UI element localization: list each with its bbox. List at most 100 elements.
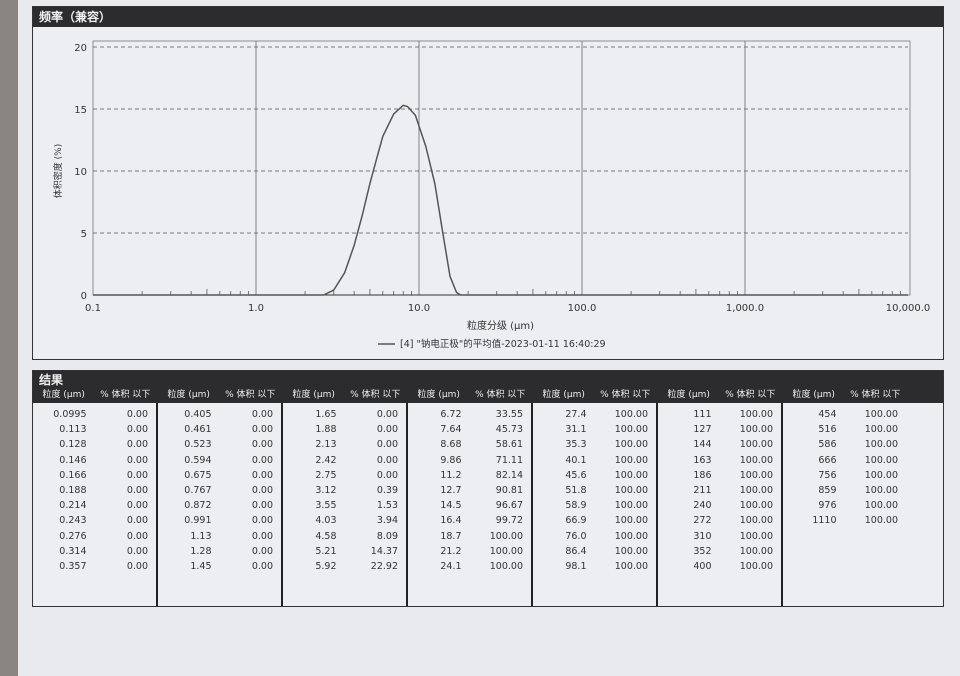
percent-cell: 100.00 [489,560,523,572]
table-row: 3.12 0.39 [283,483,406,498]
size-cell: 76.0 [565,530,587,542]
size-cell: 163 [693,454,712,466]
size-cell: 27.4 [565,409,587,420]
table-row: 186 100.00 [658,468,781,483]
percent-cell: 0.00 [126,545,148,557]
table-row: 454 100.00 [783,407,906,422]
size-cell: 5.21 [315,545,337,557]
table-row: 976 100.00 [783,498,906,513]
size-cell: 516 [818,424,837,436]
percent-cell: 96.67 [495,500,523,512]
results-column: 粒度 (μm)% 体积 以下 0.0995 0.00 0.113 0.00 0.128 0.… [33,389,158,606]
size-cell: 4.03 [315,515,337,527]
percent-cell: 100.00 [614,545,648,557]
column-header: 粒度 (μm) % 体积 以下 [408,389,531,402]
percent-cell: 100.00 [739,454,773,466]
size-cell: 0.146 [59,454,87,466]
percent-cell: 0.00 [376,424,398,436]
table-row: 666 100.00 [783,453,906,468]
table-row: 0.276 0.00 [33,529,156,544]
table-row: 14.5 96.67 [408,498,531,513]
percent-cell: 100.00 [614,409,648,420]
chart-section-title: 频率（兼容） [33,7,943,27]
header-size: 粒度 (μm) [667,390,710,400]
table-row: 45.6 100.00 [533,468,656,483]
percent-cell: 0.00 [251,424,273,436]
percent-cell: 0.00 [251,469,273,481]
table-row: 86.4 100.00 [533,544,656,559]
header-percent: % 体积 以下 [850,390,901,400]
size-cell: 310 [693,530,712,542]
percent-cell: 100.00 [864,500,898,512]
percent-cell: 0.00 [126,454,148,466]
y-tick-label: 5 [81,229,87,240]
size-cell: 0.276 [59,530,87,542]
table-row: 1.13 0.00 [158,529,281,544]
table-row: 0.146 0.00 [33,453,156,468]
table-row: 3.55 1.53 [283,498,406,513]
table-row: 16.4 99.72 [408,513,531,528]
size-cell: 0.314 [59,545,87,557]
table-row: 163 100.00 [658,453,781,468]
series-line [93,104,908,296]
table-row: 40.1 100.00 [533,453,656,468]
header-size: 粒度 (μm) [417,390,460,400]
percent-cell: 100.00 [864,409,898,420]
table-row: 240 100.00 [658,498,781,513]
table-row: 400 100.00 [658,559,781,574]
results-column: 粒度 (μm) % 体积 以下 111 100.00 127 100.00 144 100.0… [658,389,783,606]
percent-cell: 100.00 [614,439,648,451]
frequency-chart: 0 5 10 15 20 0.1 1.0 10.0 100.0 1,000.0 10,000.0 粒度… [52,40,930,350]
table-row: 58.9 100.00 [533,498,656,513]
percent-cell: 0.00 [126,409,148,420]
column-header: 粒度 (μm) % 体积 以下 [658,389,781,402]
percent-cell: 100.00 [864,439,898,451]
percent-cell: 100.00 [864,454,898,466]
percent-cell: 0.00 [126,424,148,436]
table-row: 0.357 0.00 [33,559,156,574]
size-cell: 976 [818,500,837,512]
size-cell: 186 [693,469,712,481]
table-row: 211 100.00 [658,483,781,498]
size-cell: 0.113 [59,424,87,436]
percent-cell: 100.00 [739,500,773,512]
table-row: 1.28 0.00 [158,544,281,559]
percent-cell: 0.00 [376,409,398,420]
x-axis-label: 粒度分级 (μm) [467,319,534,332]
table-row: 5.21 14.37 [283,544,406,559]
table-row: 12.7 90.81 [408,483,531,498]
size-cell: 45.6 [565,469,587,481]
column-header: 粒度 (μm) % 体积 以下 [783,389,906,402]
percent-cell: 100.00 [489,530,523,542]
percent-cell: 100.00 [489,545,523,557]
size-cell: 666 [818,454,837,466]
table-row: 1.45 0.00 [158,559,281,574]
x-tick-label: 10.0 [408,303,430,314]
table-row: 0.405 0.00 [158,407,281,422]
plot-area [92,40,911,296]
size-cell: 31.1 [565,424,587,436]
table-row: 98.1 100.00 [533,559,656,574]
percent-cell: 100.00 [614,515,648,527]
size-cell: 454 [818,409,837,420]
table-row: 4.03 3.94 [283,513,406,528]
table-row: 35.3 100.00 [533,437,656,452]
percent-cell: 45.73 [495,424,523,436]
table-row: 9.86 71.11 [408,453,531,468]
size-cell: 86.4 [565,545,587,557]
percent-cell: 14.37 [370,545,398,557]
percent-cell: 71.11 [495,454,523,466]
percent-cell: 0.00 [126,500,148,512]
size-cell: 211 [693,484,712,496]
percent-cell: 99.72 [495,515,523,527]
percent-cell: 100.00 [864,515,898,527]
size-cell: 0.128 [59,439,87,451]
size-cell: 1.88 [315,424,337,436]
size-cell: 111 [693,409,712,420]
size-cell: 14.5 [440,500,462,512]
header-size: 粒度 (μm) [792,390,835,400]
percent-cell: 0.00 [376,454,398,466]
size-cell: 352 [693,545,712,557]
size-cell: 1.28 [190,545,212,557]
size-cell: 0.405 [184,409,212,420]
